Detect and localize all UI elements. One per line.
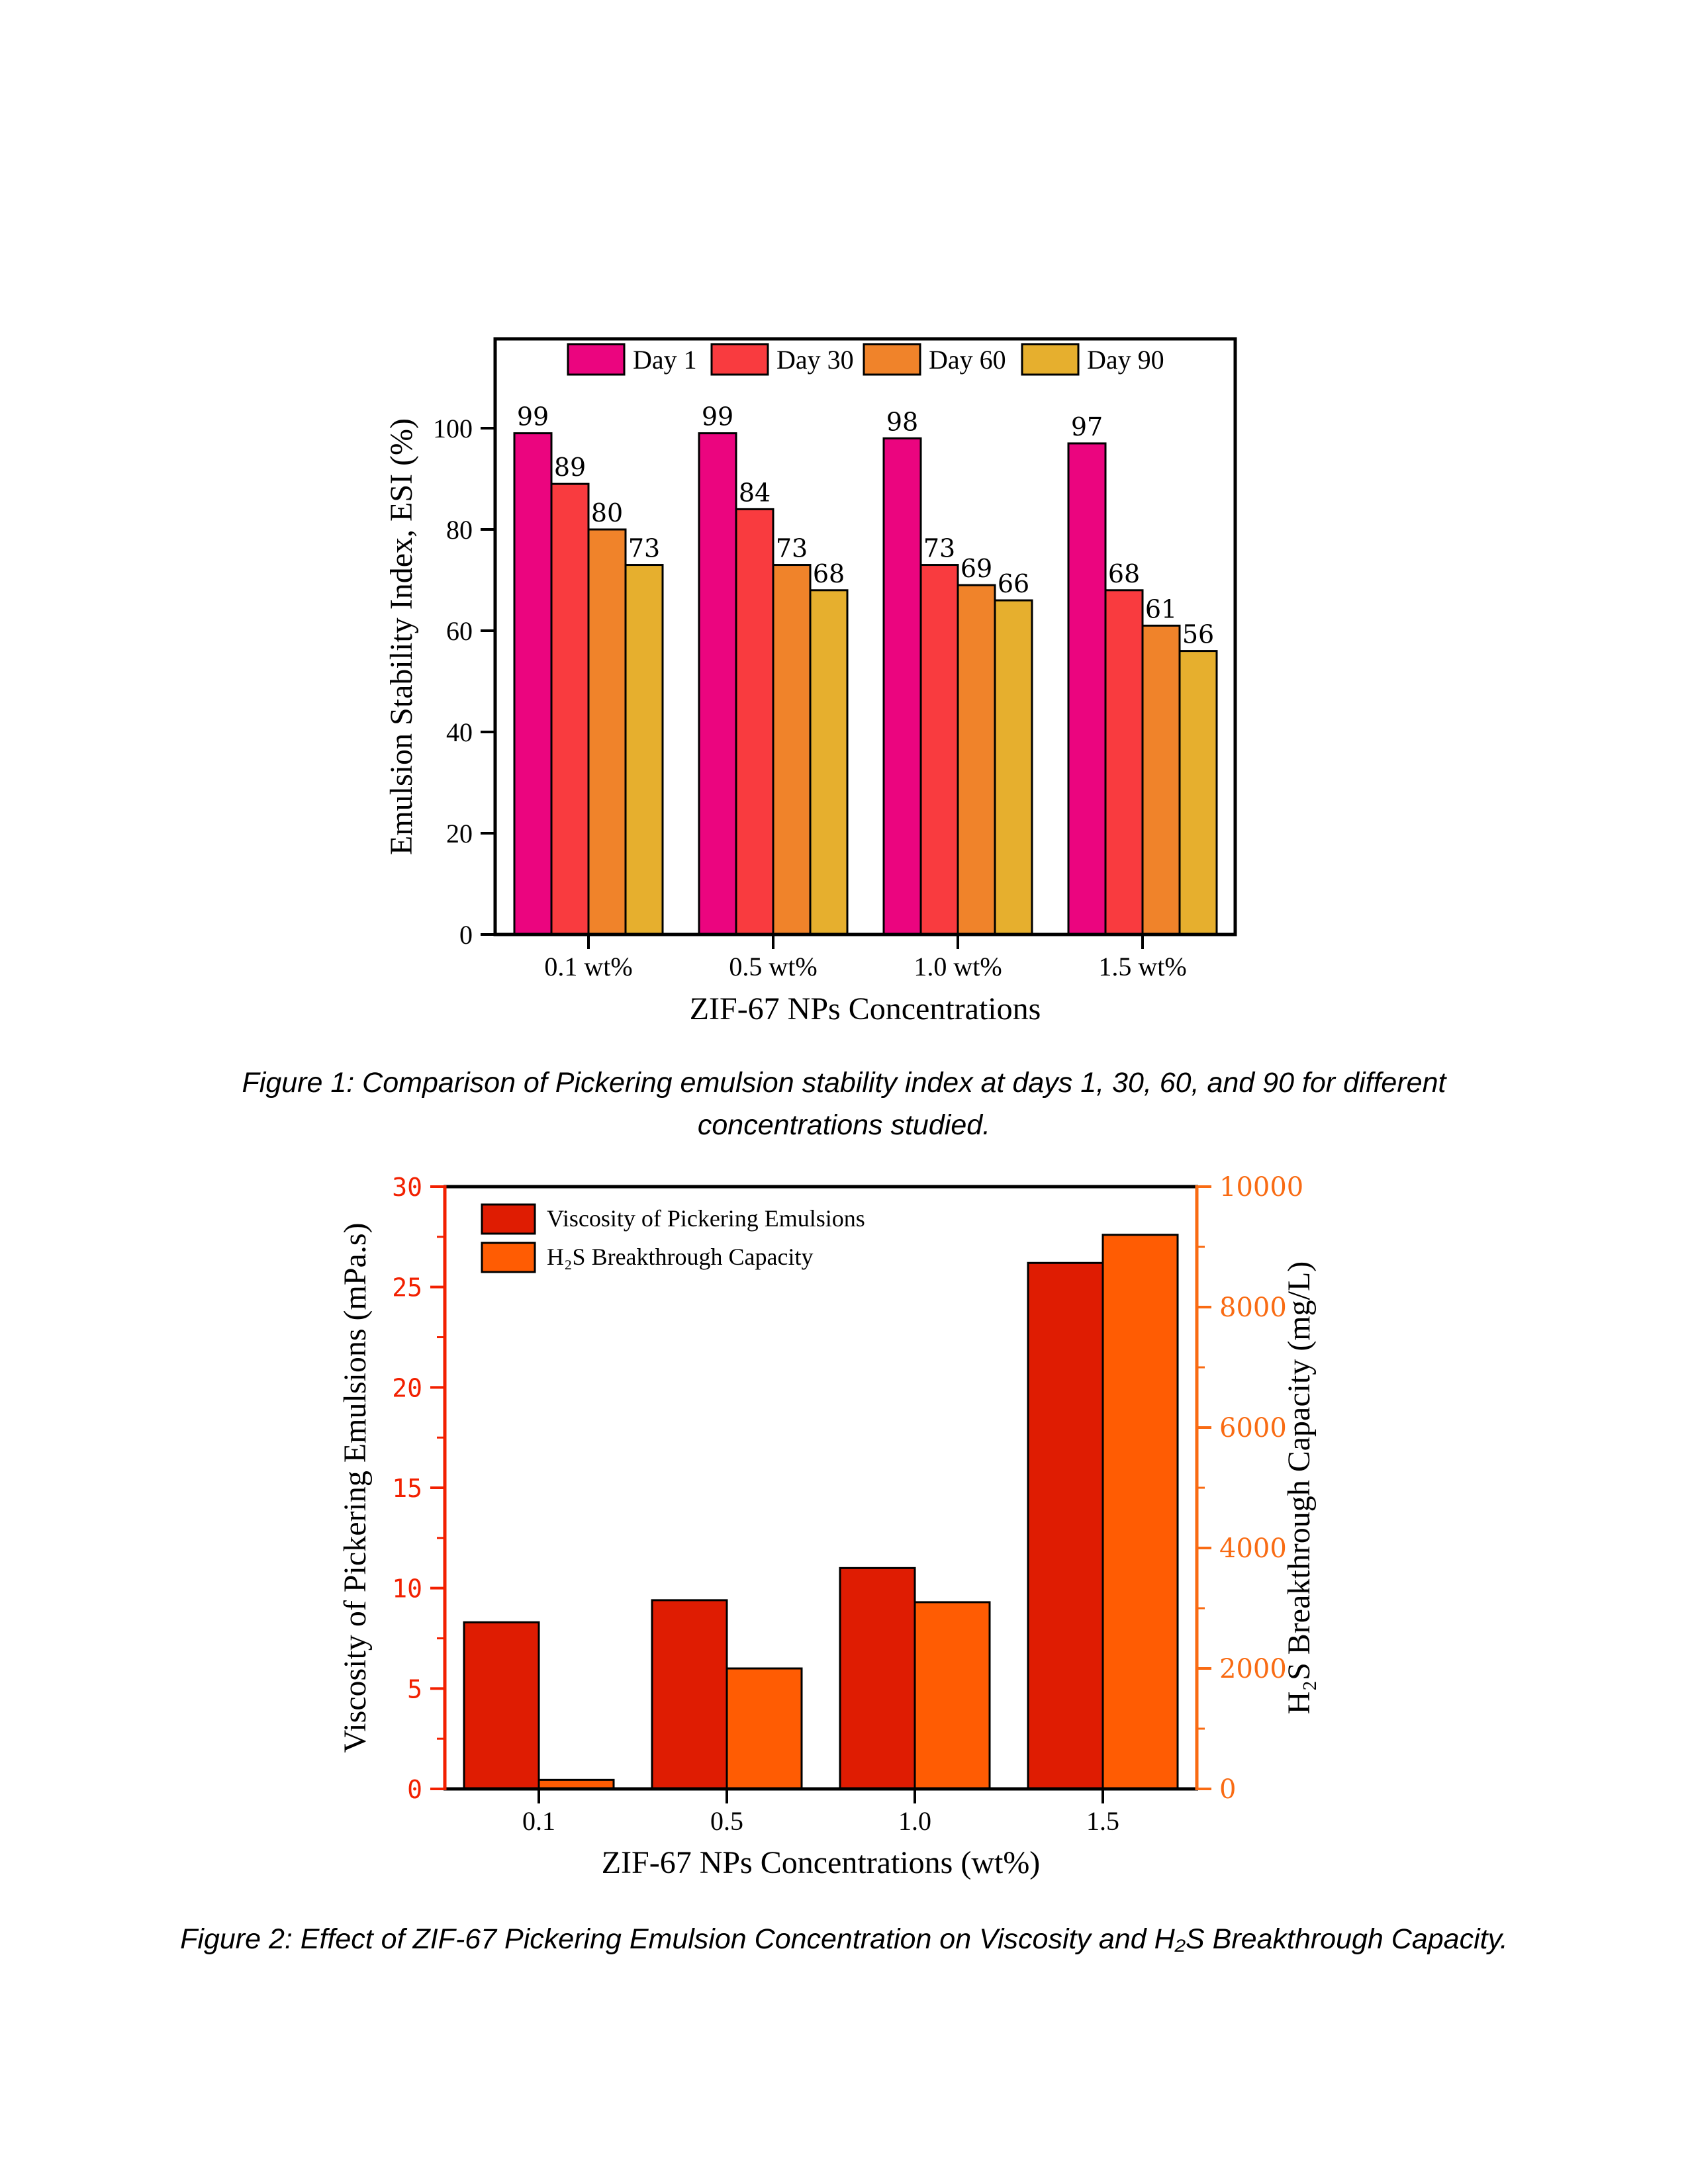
fig2-right-tick-label: 8000 — [1219, 1293, 1287, 1323]
fig1-ytick-label: 0 — [459, 920, 473, 950]
fig1-bar-value-label: 61 — [1145, 594, 1177, 623]
fig1-bar-day-1-1-5-wt — [1067, 442, 1107, 936]
fig2-bar-viscosity-1-5 — [1027, 1261, 1104, 1790]
fig2-legend-label-h-s-breakthrough-capacity: H₂S Breakthrough Capacity — [547, 1244, 813, 1270]
fig1-ytick-label: 40 — [446, 717, 473, 747]
fig2-legend-label-viscosity-of-pickering-emulsions: Viscosity of Pickering Emulsions — [547, 1205, 865, 1232]
fig2-bar-h2s-0-5 — [726, 1667, 803, 1790]
figure1-caption-line1: Figure 1: Comparison of Pickering emulsi… — [242, 1067, 1446, 1099]
fig2-right-tick-label: 4000 — [1219, 1533, 1287, 1564]
fig2-bar-viscosity-1-0 — [839, 1567, 916, 1790]
fig2-left-tick-label: 25 — [392, 1273, 422, 1302]
fig2-xtick-label: 1.0 — [898, 1806, 931, 1836]
fig1-bar-day-60-1-0-wt — [957, 584, 996, 936]
fig2-bar-h2s-1-5 — [1102, 1234, 1179, 1790]
figure2-caption-line1: Figure 2: Effect of ZIF-67 Pickering Emu… — [180, 1923, 1508, 1955]
fig1-bar-day-60-1-5-wt — [1141, 624, 1181, 936]
fig2-xtick-label: 1.5 — [1086, 1806, 1119, 1836]
fig2-xtick-label: 0.5 — [710, 1806, 743, 1836]
fig1-bar-value-label: 80 — [591, 498, 623, 527]
fig1-bar-value-label: 73 — [628, 534, 660, 563]
fig2-x-axis-title: ZIF-67 NPs Concentrations (wt%) — [602, 1845, 1041, 1880]
fig1-bar-value-label: 68 — [813, 559, 845, 588]
fig2-right-tick-label: 10000 — [1219, 1172, 1303, 1203]
fig1-xtick-label: 0.1 wt% — [544, 952, 632, 981]
fig2-right-tick-label: 2000 — [1219, 1654, 1287, 1684]
figure2-chart: 0 5 10 15 20 25 30 0 2000 4000 6000 8000 10000 0.1 0.5… — [338, 1172, 1317, 1880]
fig1-legend-swatch-day-30 — [710, 343, 769, 376]
fig1-bar-value-label: 69 — [961, 554, 992, 583]
fig2-bar-h2s-1-0 — [914, 1601, 991, 1790]
fig2-right-tick-label: 6000 — [1219, 1413, 1287, 1443]
fig1-legend-swatch-day-1 — [567, 343, 626, 376]
fig1-xtick-label: 1.0 wt% — [914, 952, 1002, 981]
figure2-caption: Figure 2: Effect of ZIF-67 Pickering Emu… — [0, 1918, 1688, 1960]
fig1-bar-day-60-0-1-wt — [587, 528, 627, 936]
fig1-bar-day-1-0-5-wt — [698, 432, 737, 936]
fig1-bar-value-label: 66 — [998, 569, 1029, 598]
fig2-bar-viscosity-0-1 — [463, 1621, 540, 1790]
fig1-legend-label-day-60: Day 60 — [929, 345, 1006, 375]
fig2-left-tick-label: 5 — [407, 1674, 422, 1704]
fig2-bar-viscosity-0-5 — [651, 1599, 728, 1790]
figure1-caption: Figure 1: Comparison of Pickering emulsi… — [0, 1062, 1688, 1146]
fig2-right-axis-title: H₂S Breakthrough Capacity (mg/L) — [1282, 1261, 1317, 1715]
fig1-legend-label-day-30: Day 30 — [776, 345, 854, 375]
fig1-bar-day-90-0-1-wt — [624, 564, 664, 936]
figure1-caption-line2: concentrations studied. — [697, 1109, 991, 1141]
fig1-xtick-label: 1.5 wt% — [1098, 952, 1186, 981]
fig1-bar-value-label: 97 — [1071, 412, 1103, 441]
fig1-legend-swatch-day-60 — [863, 343, 921, 376]
fig1-bar-value-label: 73 — [776, 534, 808, 563]
fig2-left-tick-label: 0 — [407, 1775, 422, 1804]
fig2-left-tick-label: 30 — [392, 1173, 422, 1202]
fig1-bar-day-60-0-5-wt — [772, 564, 812, 936]
fig1-bar-value-label: 99 — [517, 402, 549, 432]
fig1-bar-value-label: 98 — [886, 407, 918, 436]
fig2-left-axis-title: Viscosity of Pickering Emulsions (mPa.s) — [338, 1222, 373, 1752]
fig1-ytick-label: 80 — [446, 515, 473, 545]
fig1-bar-day-90-0-5-wt — [809, 589, 849, 936]
fig2-legend-swatch-viscosity-of-pickering-emulsions — [481, 1203, 536, 1235]
fig1-legend-label-day-90: Day 90 — [1087, 345, 1164, 375]
fig1-bar-value-label: 56 — [1182, 620, 1214, 649]
fig2-left-tick-label: 20 — [392, 1373, 422, 1402]
fig1-legend-label-day-1: Day 1 — [633, 345, 697, 375]
fig1-bar-day-30-0-1-wt — [550, 482, 590, 936]
fig2-right-tick-label: 0 — [1219, 1774, 1236, 1805]
fig1-bar-day-30-1-0-wt — [919, 564, 959, 936]
fig1-bar-value-label: 68 — [1108, 559, 1140, 588]
fig1-bar-value-label: 73 — [923, 534, 955, 563]
fig1-bar-day-30-0-5-wt — [735, 508, 774, 936]
fig2-legend-swatch-h-s-breakthrough-capacity — [481, 1242, 536, 1273]
fig2-left-tick-label: 10 — [392, 1574, 422, 1604]
fig1-bar-day-30-1-5-wt — [1104, 589, 1144, 936]
fig2-left-tick-label: 15 — [392, 1474, 422, 1503]
fig1-bar-day-1-1-0-wt — [882, 437, 922, 936]
fig1-bar-value-label: 89 — [554, 453, 586, 482]
fig1-bar-value-label: 99 — [702, 402, 733, 432]
fig1-plot-border — [493, 337, 1237, 936]
fig1-x-axis-title: ZIF-67 NPs Concentrations — [690, 991, 1041, 1026]
fig1-ytick-label: 100 — [433, 414, 473, 443]
fig1-legend-swatch-day-90 — [1021, 343, 1080, 376]
fig1-bar-day-90-1-0-wt — [994, 599, 1033, 936]
fig2-xtick-label: 0.1 — [522, 1806, 555, 1836]
fig1-ytick-label: 60 — [446, 616, 473, 646]
fig1-bar-value-label: 84 — [739, 478, 771, 507]
fig1-y-axis-title: Emulsion Stability Index, ESI (%) — [384, 418, 419, 855]
fig1-xtick-label: 0.5 wt% — [729, 952, 817, 981]
fig1-ytick-label: 20 — [446, 819, 473, 848]
fig1-bar-day-90-1-5-wt — [1178, 650, 1218, 936]
fig1-bar-day-1-0-1-wt — [513, 432, 553, 936]
